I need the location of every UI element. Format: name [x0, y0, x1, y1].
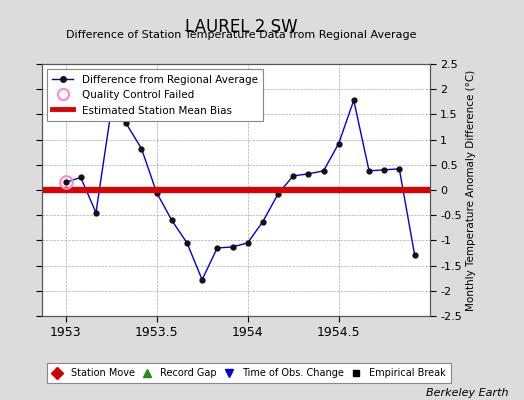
Text: LAUREL 2 SW: LAUREL 2 SW [185, 18, 297, 36]
Text: Difference of Station Temperature Data from Regional Average: Difference of Station Temperature Data f… [66, 30, 416, 40]
Text: Berkeley Earth: Berkeley Earth [426, 388, 508, 398]
Legend: Station Move, Record Gap, Time of Obs. Change, Empirical Break: Station Move, Record Gap, Time of Obs. C… [47, 363, 451, 383]
Y-axis label: Monthly Temperature Anomaly Difference (°C): Monthly Temperature Anomaly Difference (… [466, 69, 476, 311]
